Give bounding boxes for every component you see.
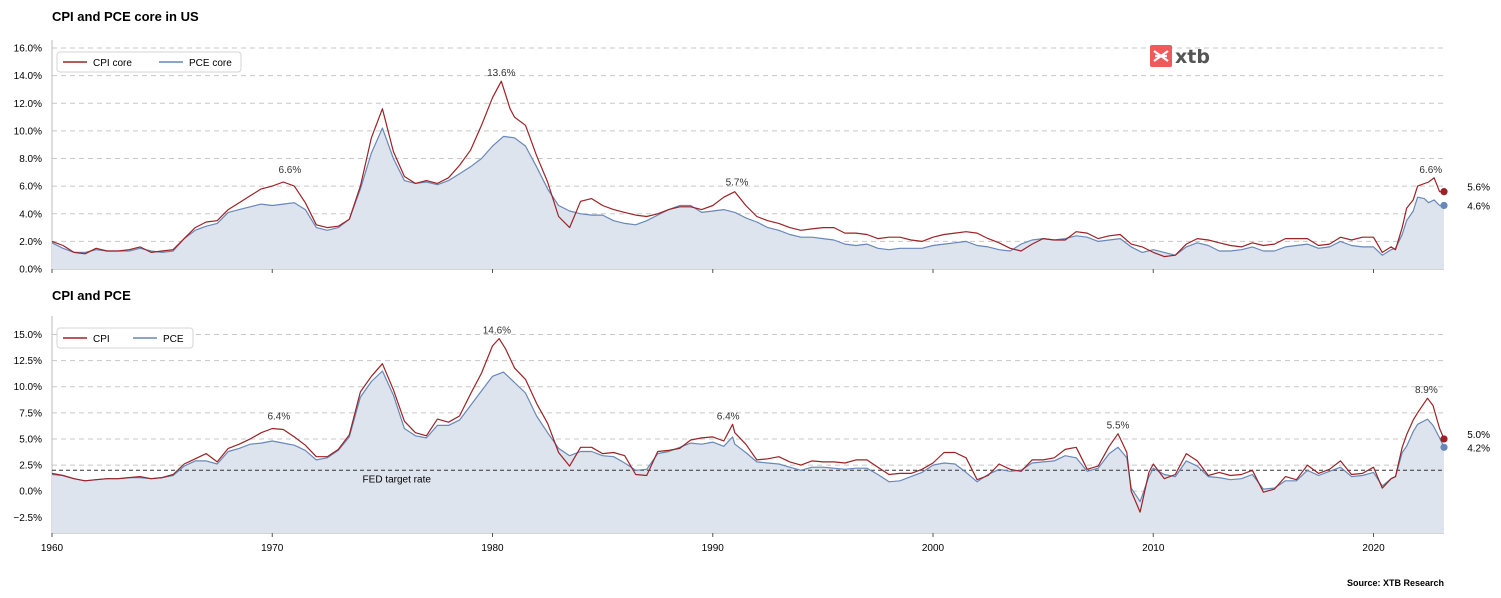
source-note: Source: XTB Research xyxy=(1347,578,1444,588)
pce-end-marker xyxy=(1440,201,1448,210)
y-tick-label: 10.0% xyxy=(14,382,42,393)
y-tick-label: 14.0% xyxy=(14,71,42,82)
cpi-end-value-label: 5.0% xyxy=(1467,430,1490,441)
top-panel-title: CPI and PCE core in US xyxy=(52,9,199,24)
x-tick-label: 1960 xyxy=(41,543,64,554)
xtb-logo-text: xtb xyxy=(1175,46,1210,68)
legend: CPI core PCE core xyxy=(56,51,242,73)
peak-annotation: 13.6% xyxy=(487,68,515,79)
pce-legend-label: PCE core xyxy=(189,58,232,69)
pce-end-value-label: 4.6% xyxy=(1467,201,1490,212)
y-tick-label: 16.0% xyxy=(14,44,42,55)
pce-legend-label: PCE xyxy=(163,334,184,345)
y-tick-label: 2.5% xyxy=(19,461,42,472)
peak-annotation: 5.5% xyxy=(1107,421,1130,432)
cpi-legend-label: CPI xyxy=(93,334,110,345)
cpi-series-line xyxy=(51,338,1445,513)
peak-annotation: 8.9% xyxy=(1415,385,1438,396)
bottom-chart-panel: −2.5% 0.0% 2.5% 5.0% 7.5% 10.0% 12.5% 15.0% 1960… xyxy=(13,316,1490,554)
x-tick-label: 1990 xyxy=(702,543,725,554)
y-tick-label: 15.0% xyxy=(14,330,42,341)
peak-annotation: 6.4% xyxy=(267,411,290,422)
peak-annotation: 5.7% xyxy=(726,177,749,188)
y-tick-label: 7.5% xyxy=(19,408,42,419)
y-tick-label: 12.5% xyxy=(14,356,42,367)
bottom-panel-title: CPI and PCE xyxy=(52,288,131,303)
cpi-end-marker xyxy=(1440,188,1448,196)
y-tick-label: 12.0% xyxy=(14,99,42,110)
pce-end-marker xyxy=(1440,443,1448,451)
pce-area-fill xyxy=(52,371,1444,533)
y-tick-label: 6.0% xyxy=(19,182,42,193)
cpi-series-line xyxy=(51,80,1444,258)
pce-end-value-label: 4.2% xyxy=(1467,443,1490,454)
y-tick-label: 0.0% xyxy=(19,487,42,498)
x-tick-label: 2010 xyxy=(1142,543,1165,554)
pce-series-line xyxy=(51,127,1444,256)
legend-box xyxy=(56,327,194,349)
y-tick-label: 0.0% xyxy=(19,265,42,276)
pce-series-line xyxy=(51,370,1445,503)
y-tick-label: 10.0% xyxy=(14,126,42,137)
x-tick-label: 2020 xyxy=(1362,543,1385,554)
legend: CPI PCE xyxy=(56,327,194,349)
x-tick-label: 2000 xyxy=(922,543,945,554)
top-chart-panel: 0.0% 2.0% 4.0% 6.0% 8.0% 10.0% 12.0% 14.0% 16.0%… xyxy=(14,40,1490,276)
y-tick-label: 2.0% xyxy=(19,237,42,248)
xtb-logo: xtb xyxy=(1150,45,1210,68)
y-tick-label: 8.0% xyxy=(19,154,42,165)
cpi-legend-label: CPI core xyxy=(93,58,132,69)
peak-annotation: 6.6% xyxy=(278,165,301,176)
peak-annotation: 6.6% xyxy=(1419,165,1442,176)
legend-box xyxy=(56,51,242,73)
fed-target-label: FED target rate xyxy=(363,474,432,485)
x-tick-label: 1980 xyxy=(481,543,504,554)
y-tick-label: −2.5% xyxy=(13,513,42,524)
pce-area-fill xyxy=(52,128,1444,269)
peak-annotation: 14.6% xyxy=(483,326,511,337)
xtb-logo-cross-icon xyxy=(1153,50,1169,62)
peak-annotation: 6.4% xyxy=(717,411,740,422)
cpi-end-marker xyxy=(1440,435,1448,443)
y-tick-label: 4.0% xyxy=(19,209,42,220)
x-tick-label: 1970 xyxy=(261,543,284,554)
y-tick-label: 5.0% xyxy=(19,434,42,445)
cpi-end-value-label: 5.6% xyxy=(1467,183,1490,194)
